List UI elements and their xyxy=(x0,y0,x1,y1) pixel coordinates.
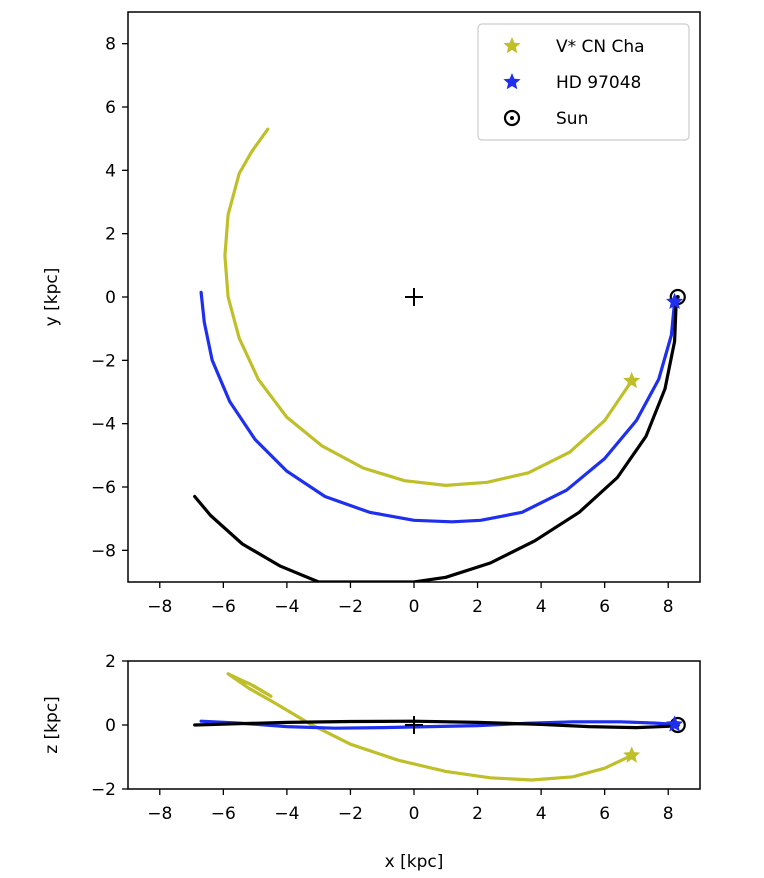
y-tick-label: −8 xyxy=(91,541,116,561)
orbit-line-hd-97048 xyxy=(199,290,677,524)
x-tick-label: −4 xyxy=(274,597,299,617)
legend-star-icon xyxy=(503,73,521,90)
sun-marker-dot xyxy=(510,116,514,120)
x-tick-label: −6 xyxy=(211,597,236,617)
orbit-line-reference xyxy=(193,300,678,582)
x-tick-label: 8 xyxy=(663,804,674,824)
plot-area xyxy=(193,127,678,582)
y-axis-label: z [kpc] xyxy=(42,696,62,754)
legend-star-icon xyxy=(503,37,521,54)
x-tick-label: 4 xyxy=(536,597,547,617)
y-tick-label: 2 xyxy=(105,225,116,245)
legend-label: HD 97048 xyxy=(556,73,641,93)
orbit-line-v-cn-cha xyxy=(226,672,634,782)
star-marker-v-cn-cha xyxy=(623,746,641,763)
legend-label: V* CN Cha xyxy=(556,37,645,57)
y-tick-label: −6 xyxy=(91,478,116,498)
y-tick-label: 2 xyxy=(105,652,116,672)
x-tick-label: −2 xyxy=(338,804,363,824)
x-tick-label: 2 xyxy=(472,804,483,824)
x-tick-label: 6 xyxy=(599,804,610,824)
x-tick-label: 0 xyxy=(409,804,420,824)
legend-label: Sun xyxy=(556,109,588,129)
xy-panel: −8 −6 −4 −2 0 2 4 6 8 −8 −6 −4 −2 0 2 4 6 8 y [kpc] V* CN C… xyxy=(42,11,701,617)
xz-panel: −8 −6 −4 −2 0 2 4 6 8 −2 0 2 z [kpc] x [kpc] xyxy=(42,652,701,872)
x-axis-label: x [kpc] xyxy=(385,852,444,872)
star-marker-hd-97048 xyxy=(666,715,684,732)
y-tick-label: −2 xyxy=(91,351,116,371)
orbit-line-reference xyxy=(193,719,680,730)
x-tick-label: 2 xyxy=(472,597,483,617)
y-tick-label: 4 xyxy=(105,161,116,181)
x-tick-label: 8 xyxy=(663,597,674,617)
y-tick-label: 0 xyxy=(105,288,116,308)
x-tick-label: 4 xyxy=(536,804,547,824)
y-tick-label: −2 xyxy=(91,780,116,800)
x-tick-label: −8 xyxy=(147,597,172,617)
orbit-line-v-cn-cha xyxy=(223,127,634,487)
x-tick-label: −4 xyxy=(274,804,299,824)
x-tick-label: −2 xyxy=(338,597,363,617)
star-marker-hd-97048 xyxy=(666,292,684,309)
legend: V* CN Cha HD 97048 Sun xyxy=(477,23,690,141)
star-marker-v-cn-cha xyxy=(623,371,641,389)
y-tick-label: 0 xyxy=(105,716,116,736)
y-tick-label: 6 xyxy=(105,98,116,118)
y-axis-label: y [kpc] xyxy=(42,268,62,327)
x-tick-label: −6 xyxy=(211,804,236,824)
x-tick-label: 0 xyxy=(409,597,420,617)
legend-box xyxy=(477,23,690,141)
y-tick-label: 8 xyxy=(105,35,116,55)
x-tick-label: −8 xyxy=(147,804,172,824)
plot-area xyxy=(193,672,680,782)
x-tick-label: 6 xyxy=(599,597,610,617)
orbit-line-hd-97048 xyxy=(199,719,677,730)
y-tick-label: −4 xyxy=(91,415,116,435)
